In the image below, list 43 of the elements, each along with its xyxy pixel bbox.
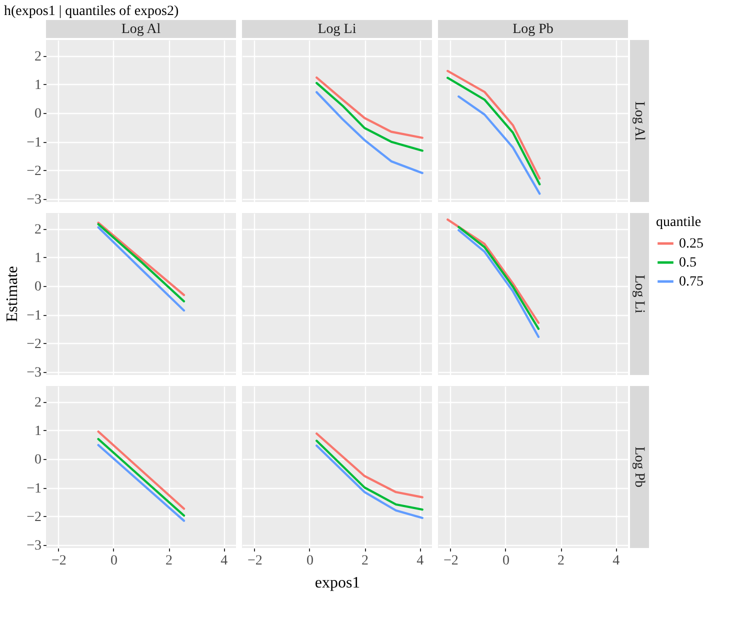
x-tick-label: 0 bbox=[110, 554, 118, 568]
x-tick-label: 4 bbox=[220, 554, 228, 568]
y-tick-label: −2 bbox=[26, 510, 42, 525]
legend-label: 0.5 bbox=[679, 256, 696, 270]
legend-label: 0.25 bbox=[679, 236, 704, 252]
y-tick-label: −1 bbox=[26, 135, 42, 150]
y-tick-label: −1 bbox=[26, 308, 42, 324]
x-tick-label: 2 bbox=[558, 554, 565, 568]
x-tick-label: 4 bbox=[416, 554, 424, 568]
x-tick-label: 2 bbox=[362, 554, 369, 568]
y-tick-label: 0 bbox=[34, 452, 42, 468]
x-tick-label: −2 bbox=[443, 554, 458, 568]
x-tick-label: −2 bbox=[247, 554, 262, 568]
x-axis-title: expos1 bbox=[314, 574, 360, 592]
y-tick-label: 1 bbox=[34, 250, 42, 266]
y2-axis-title: Log Pb bbox=[632, 446, 646, 488]
y-axis-title: Estimate bbox=[4, 266, 21, 322]
chart-subtitle: Log Pb bbox=[512, 22, 554, 37]
y-tick-label: 2 bbox=[34, 222, 42, 238]
y2-axis-title: Log Al bbox=[632, 101, 646, 141]
y-tick-label: −1 bbox=[26, 481, 42, 496]
chart-title: h(expos1 | quantiles of expos2) bbox=[4, 4, 179, 19]
chart-subtitle: Log Li bbox=[318, 22, 356, 37]
y-tick-label: 2 bbox=[34, 395, 42, 410]
y-tick-label: 1 bbox=[34, 424, 42, 439]
y-tick-label: −2 bbox=[26, 336, 42, 352]
y-tick-label: 1 bbox=[34, 78, 42, 93]
x-tick-label: 4 bbox=[612, 554, 620, 568]
y-tick-label: 0 bbox=[34, 106, 42, 122]
y-tick-label: 0 bbox=[34, 280, 42, 295]
legend-title: quantile bbox=[656, 215, 702, 230]
x-tick-label: 0 bbox=[306, 554, 314, 568]
chart-subtitle: Log Al bbox=[121, 22, 161, 37]
y-tick-label: −3 bbox=[26, 366, 42, 381]
legend-label: 0.75 bbox=[679, 274, 704, 290]
x-tick-label: −2 bbox=[51, 554, 66, 568]
y2-axis-title: Log Li bbox=[632, 274, 646, 314]
y-tick-label: −3 bbox=[26, 192, 42, 208]
y-tick-label: 2 bbox=[34, 49, 42, 64]
x-tick-label: 2 bbox=[166, 554, 173, 568]
y-tick-label: −2 bbox=[26, 164, 42, 179]
y-tick-label: −3 bbox=[26, 538, 42, 554]
x-tick-label: 0 bbox=[502, 554, 510, 568]
